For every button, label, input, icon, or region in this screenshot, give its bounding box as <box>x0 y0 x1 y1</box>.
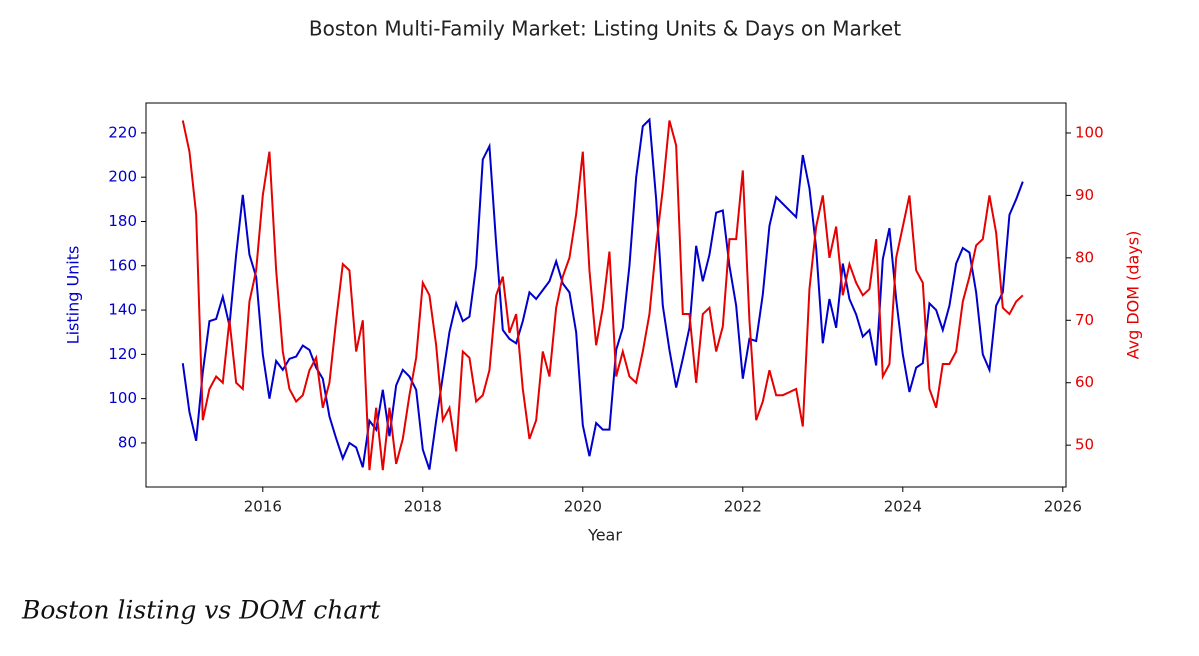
y-tick-label: 220 <box>108 123 137 141</box>
y2-tick-label: 100 <box>1075 123 1104 141</box>
x-tick-label: 2022 <box>724 498 762 516</box>
y2-axis-label: Avg DOM (days) <box>1124 231 1143 360</box>
x-axis-label: Year <box>587 526 622 545</box>
y-tick-label: 120 <box>108 345 137 363</box>
caption: Boston listing vs DOM chart <box>21 596 381 625</box>
x-tick-label: 2016 <box>244 498 282 516</box>
x-tick-label: 2020 <box>564 498 602 516</box>
y2-tick-label: 60 <box>1075 373 1094 391</box>
y-tick-label: 140 <box>108 301 137 319</box>
y-axis-label: Listing Units <box>64 246 83 345</box>
y-tick-label: 200 <box>108 168 137 186</box>
x-tick-label: 2024 <box>884 498 922 516</box>
plot-frame <box>145 102 1067 488</box>
line-series <box>181 117 1024 470</box>
x-tick-label: 2026 <box>1044 498 1082 516</box>
x-tick-label: 2018 <box>404 498 442 516</box>
y-tick-label: 80 <box>118 433 137 451</box>
line-series <box>181 120 1024 471</box>
y-tick-label: 160 <box>108 256 137 274</box>
y2-tick-label: 80 <box>1075 248 1094 266</box>
y2-tick-label: 70 <box>1075 311 1094 329</box>
chart-title: Boston Multi-Family Market: Listing Unit… <box>309 17 901 41</box>
y2-tick-label: 90 <box>1075 186 1094 204</box>
y2-tick-label: 50 <box>1075 436 1094 454</box>
y-tick-label: 100 <box>108 389 137 407</box>
y-tick-label: 180 <box>108 212 137 230</box>
